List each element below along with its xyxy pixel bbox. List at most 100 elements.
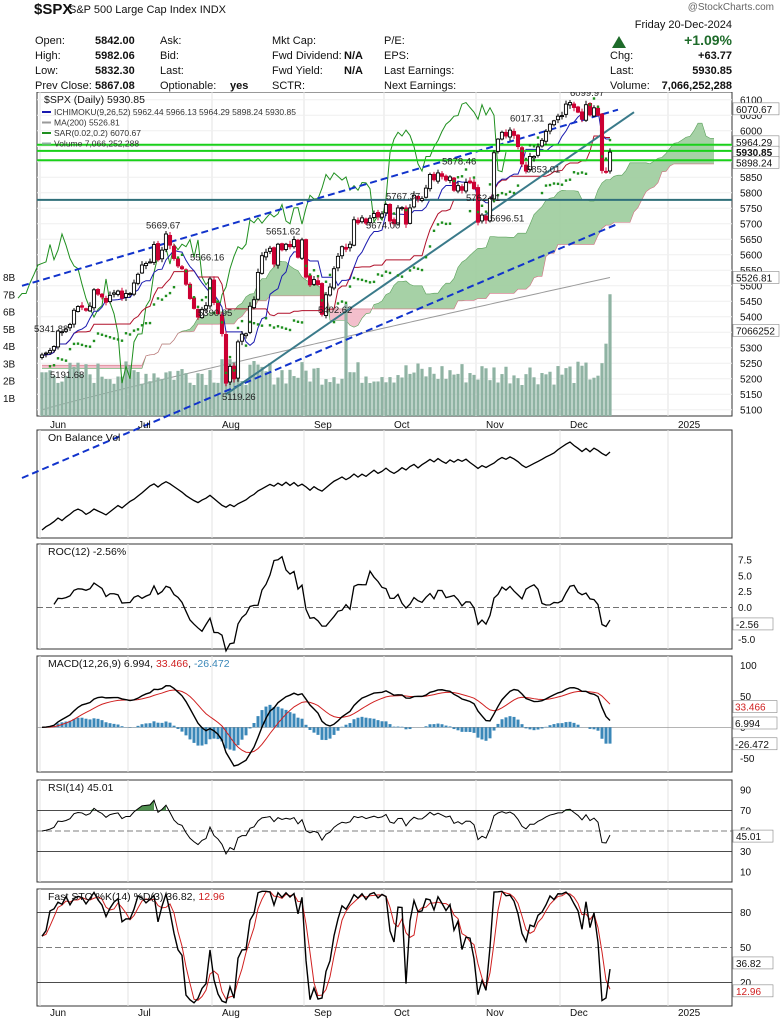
candle-body [243,333,249,337]
candle-body [251,299,257,309]
macd-hist-bar [396,726,400,728]
volume-bar [316,367,320,416]
macd-hist-bar [180,727,184,732]
volume-bar [364,376,368,416]
volume-bar [380,377,384,416]
sar-dot [124,332,128,335]
candle-body [331,268,337,289]
cloud-segment [538,206,542,277]
quote-date: Friday 20-Dec-2024 [634,19,732,31]
volume-bar [228,359,232,416]
volume-bar [584,362,588,416]
macd-hist-bar [88,719,92,728]
candle-body [275,243,281,266]
volume-bar [388,377,392,416]
volume-bar [376,381,380,416]
sar-dot [496,193,500,197]
volume-bar [564,368,568,416]
candle-body [307,275,313,286]
volume-bar [268,362,272,416]
sar-dot [184,270,188,273]
candle-body [263,251,269,258]
price-annotation: 5669.67 [146,220,180,231]
cloud-segment [314,284,318,296]
cloud-segment [362,308,366,319]
candle-body [539,139,545,147]
cloud-segment [498,237,502,294]
value-open: 5842.00 [95,35,135,47]
volume-bar [592,377,596,416]
x-month-label-bottom: Nov [486,1008,504,1019]
volume-bar [240,380,244,416]
label-volume: Volume: [610,80,650,92]
sar-dot [324,280,328,283]
candle-body [119,290,125,299]
volume-bar [140,383,144,416]
volume-bar [128,365,132,416]
volume-bar [516,378,520,416]
cloud-segment [262,278,266,301]
candle-body [259,255,265,274]
macd-hist-bar [516,719,520,728]
volume-bar [92,382,96,416]
sar-dot [392,212,396,215]
technical-chart: 6100605060005950590058505800575057005650… [3,92,780,1019]
macd-hist-bar [64,721,68,728]
ticker-description: S&P 500 Large Cap Index INDX [69,4,226,16]
legend-entry: Volume 7,066,252,288 [54,139,139,149]
candle-body [171,245,177,259]
cloud-segment [386,292,390,309]
cloud-segment [330,308,334,321]
label-fwd-dividend: Fwd Dividend: [272,50,342,62]
candle-body [447,176,453,181]
stoch-right-box [732,984,774,998]
price-right-label: 6070.67 [736,105,773,116]
sar-dot [208,287,212,290]
macd-hist-bar [332,727,336,735]
obv-title: On Balance Vol [48,432,120,444]
cloud-segment [406,280,410,309]
volume-bar [604,343,608,416]
cloud-segment [522,233,526,290]
candle-body [79,305,85,308]
price-right-label-box [732,102,780,116]
label-low: Low: [35,65,59,77]
rsi-last-label: 45.01 [736,832,761,843]
candle-body [471,181,477,190]
candle-body [67,324,73,329]
macd-hist-bar [596,727,600,731]
sar-dot [204,296,208,299]
candle-body [95,289,101,295]
macd-hist-bar [428,724,432,728]
sar-dot [460,175,464,178]
candle-body [59,331,65,334]
volume-bar [160,379,164,416]
macd-hist-bar [284,709,288,728]
cloud-segment [90,365,94,369]
x-month-label: Nov [486,420,504,431]
price-tick-label: 5700 [740,219,763,230]
sar-dot [360,278,364,282]
sar-dot [536,136,540,139]
volume-bar [484,368,488,416]
sar-dot [432,229,436,233]
cloud-segment [458,262,462,301]
volume-bar [256,364,260,416]
volume-bar [296,377,300,416]
macd-hist-bar [496,723,500,728]
cloud-segment [586,199,590,245]
price-tick-label: 5300 [740,343,763,354]
price-tick-label: 5750 [740,204,763,215]
candle-body [271,247,277,265]
macd-hist-bar [92,718,96,728]
volume-bar [52,375,56,416]
candle-body [419,198,425,201]
price-right-label: 5898.24 [736,158,773,169]
macd-hist-bar [188,727,192,740]
candle-body [247,305,253,333]
candle-body [491,152,497,200]
macd-hist-bar [312,727,316,733]
cloud-segment [506,237,510,294]
sar-dot [516,184,520,187]
macd-hist-bar [556,723,560,728]
